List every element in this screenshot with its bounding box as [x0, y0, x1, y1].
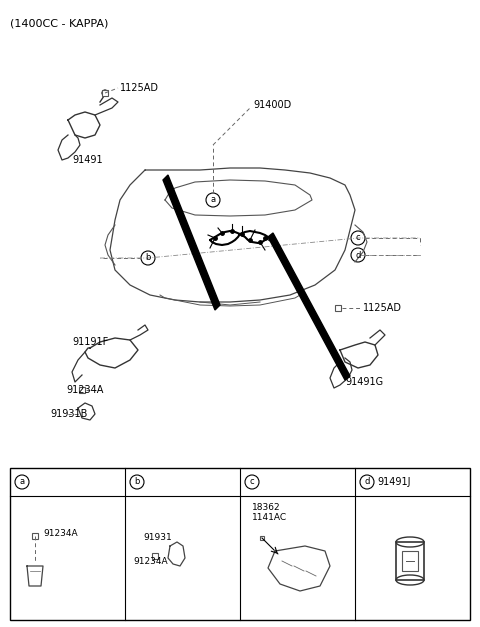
Text: d: d	[355, 251, 360, 260]
Bar	[10, 468, 470, 620]
Text: d: d	[364, 478, 370, 487]
Text: 91191F: 91191F	[72, 337, 108, 347]
Text: a: a	[19, 478, 24, 487]
Text: 1125AD: 1125AD	[120, 83, 159, 93]
Text: 18362: 18362	[252, 503, 281, 512]
Bar	[396, 542, 424, 580]
Text: 1141AC: 1141AC	[252, 512, 287, 522]
Text: b: b	[145, 253, 151, 263]
Text: c: c	[356, 233, 360, 243]
Text: 91931: 91931	[143, 534, 172, 542]
Text: b: b	[134, 478, 140, 487]
Text: 91491: 91491	[72, 155, 103, 165]
Text: 91400D: 91400D	[253, 100, 291, 110]
Text: c: c	[250, 478, 254, 487]
Text: 91234A: 91234A	[43, 529, 78, 537]
Text: 1125AD: 1125AD	[363, 303, 402, 313]
Text: 91234A: 91234A	[66, 385, 103, 395]
Polygon shape	[268, 233, 350, 380]
Text: a: a	[210, 196, 216, 204]
Text: 91931B: 91931B	[50, 409, 87, 419]
Text: 91491G: 91491G	[345, 377, 383, 387]
Text: 91234A: 91234A	[133, 557, 168, 566]
Polygon shape	[163, 175, 220, 310]
Text: 91491J: 91491J	[377, 477, 410, 487]
Bar	[402, 551, 418, 571]
Text: (1400CC - KAPPA): (1400CC - KAPPA)	[10, 18, 108, 28]
